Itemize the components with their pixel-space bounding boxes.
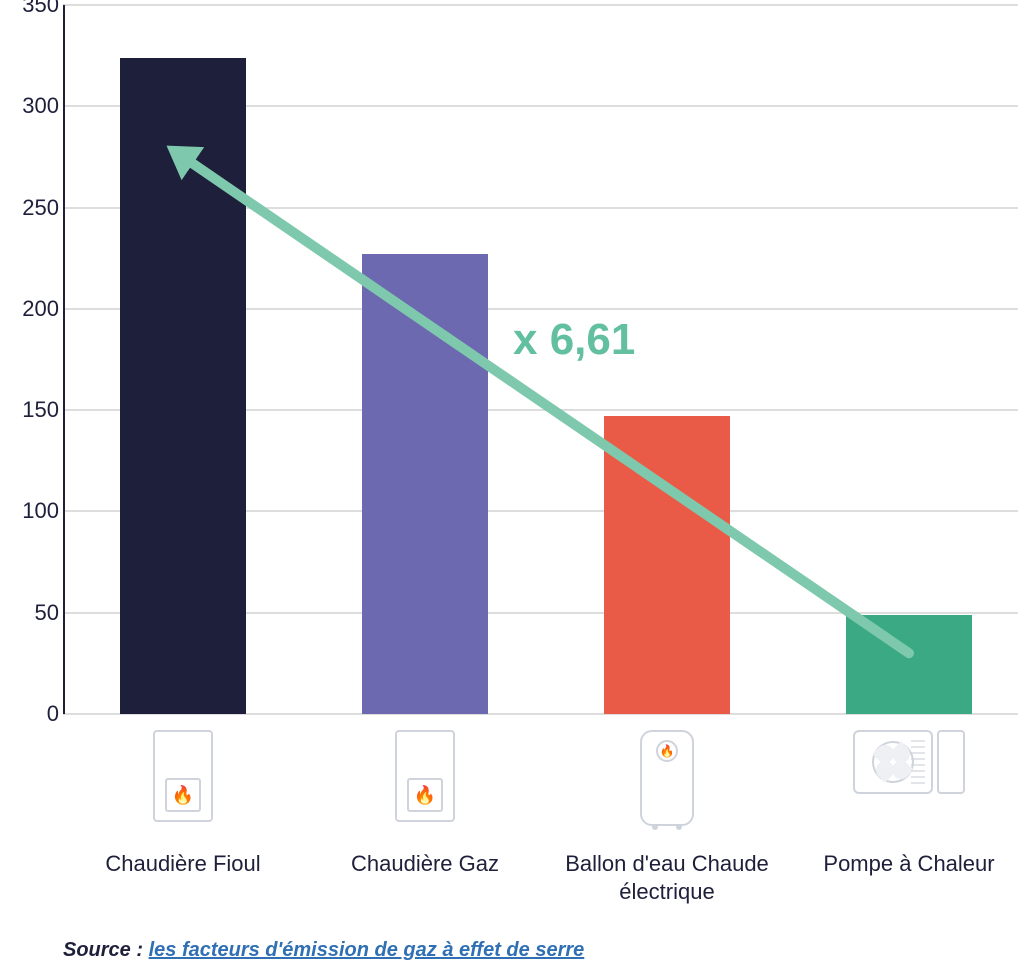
bar	[120, 58, 246, 714]
heatpump-icon	[799, 730, 1019, 840]
bar	[604, 416, 730, 714]
y-tick-label: 0	[4, 701, 59, 727]
boiler-icon: 🔥	[315, 730, 535, 840]
y-axis	[63, 5, 65, 714]
boiler-icon: 🔥	[73, 730, 293, 840]
x-axis-label: Ballon d'eau Chaude électrique	[557, 850, 777, 905]
bar	[362, 254, 488, 714]
x-axis-icons: 🔥🔥🔥	[63, 730, 1018, 840]
source-link[interactable]: les facteurs d'émission de gaz à effet d…	[149, 939, 585, 961]
grid-line	[63, 4, 1018, 6]
source-prefix: Source :	[63, 939, 149, 961]
x-axis-label: Chaudière Fioul	[73, 850, 293, 878]
x-axis-label: Pompe à Chaleur	[799, 850, 1019, 878]
y-tick-label: 50	[4, 600, 59, 626]
multiplier-annotation: x 6,61	[513, 315, 635, 365]
y-tick-label: 350	[4, 0, 59, 18]
bar	[846, 615, 972, 714]
y-tick-label: 100	[4, 498, 59, 524]
x-axis-label: Chaudière Gaz	[315, 850, 535, 878]
y-tick-label: 200	[4, 296, 59, 322]
emissions-bar-chart: x 6,61 050100150200250300350 🔥🔥🔥 Chaudiè…	[0, 0, 1024, 972]
y-tick-label: 300	[4, 93, 59, 119]
source-line: Source : les facteurs d'émission de gaz …	[63, 939, 584, 962]
plot-area: x 6,61	[63, 5, 1018, 714]
y-tick-label: 150	[4, 397, 59, 423]
y-tick-label: 250	[4, 195, 59, 221]
water-heater-icon: 🔥	[557, 730, 777, 840]
